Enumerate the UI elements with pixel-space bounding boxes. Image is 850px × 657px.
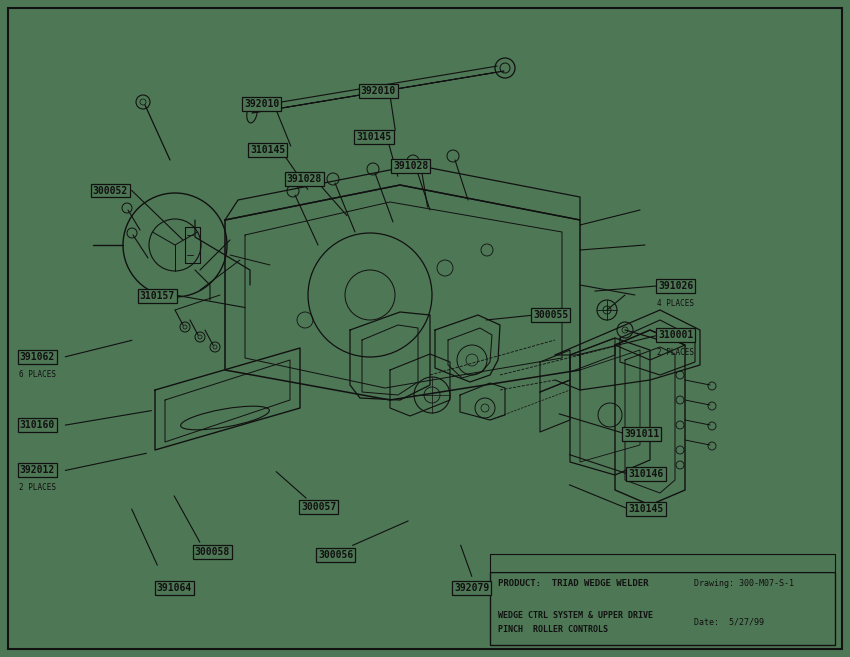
Text: 300057: 300057 (301, 502, 337, 512)
Text: 2 PLACES: 2 PLACES (19, 484, 56, 492)
Text: 310001: 310001 (658, 330, 694, 340)
Text: PRODUCT:  TRIAD WEDGE WELDER: PRODUCT: TRIAD WEDGE WELDER (498, 579, 649, 589)
Bar (490, 572, 835, 645)
Text: WEDGE CTRL SYSTEM & UPPER DRIVE: WEDGE CTRL SYSTEM & UPPER DRIVE (498, 610, 653, 620)
Text: 300052: 300052 (93, 185, 128, 196)
Text: 6 PLACES: 6 PLACES (19, 370, 56, 378)
Text: 392010: 392010 (360, 85, 396, 96)
Text: 310145: 310145 (356, 131, 392, 142)
Text: 300055: 300055 (533, 310, 569, 321)
Text: 392010: 392010 (244, 99, 280, 109)
Text: 310145: 310145 (628, 504, 664, 514)
Bar (490, 554, 835, 572)
Text: 391028: 391028 (393, 160, 428, 171)
Text: 391026: 391026 (658, 281, 694, 291)
Text: PINCH  ROLLER CONTROLS: PINCH ROLLER CONTROLS (498, 625, 608, 633)
Text: 391064: 391064 (156, 583, 192, 593)
Text: 391011: 391011 (624, 428, 660, 439)
Text: 391062: 391062 (20, 351, 55, 362)
Text: 310160: 310160 (20, 420, 55, 430)
Text: 391028: 391028 (286, 173, 322, 184)
Text: 4 PLACES: 4 PLACES (657, 299, 694, 307)
Text: 392079: 392079 (454, 583, 490, 593)
Text: 310146: 310146 (628, 469, 664, 480)
Text: 310145: 310145 (250, 145, 286, 155)
Text: 2 PLACES: 2 PLACES (657, 348, 694, 357)
Text: 300056: 300056 (318, 550, 354, 560)
Text: 310157: 310157 (139, 290, 175, 301)
Text: Date:  5/27/99: Date: 5/27/99 (694, 618, 764, 627)
Text: 392012: 392012 (20, 465, 55, 476)
Text: 300058: 300058 (195, 547, 230, 557)
Text: Drawing: 300-M07-S-1: Drawing: 300-M07-S-1 (694, 579, 794, 589)
